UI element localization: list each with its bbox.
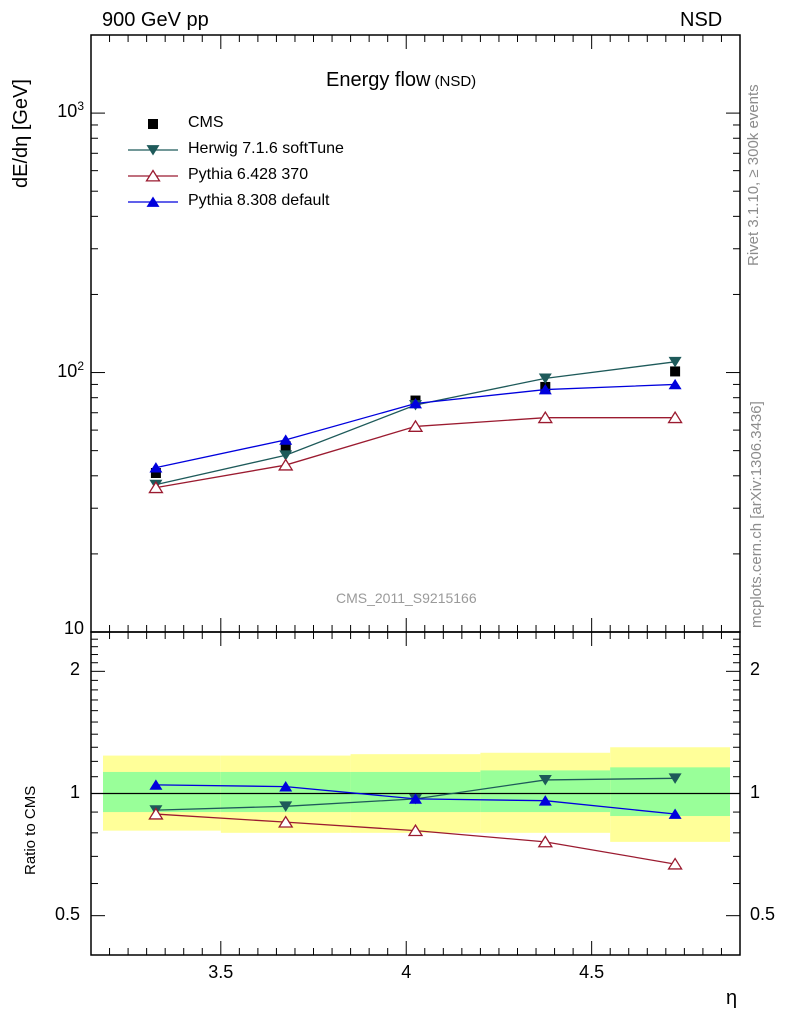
legend-entry-label: Pythia 8.308 default	[188, 192, 330, 209]
legend-entry-label: Herwig 7.1.6 softTune	[188, 140, 344, 157]
legend-marker-3	[146, 196, 160, 207]
ratio-series-point-0	[279, 801, 293, 812]
ratio-plot-frame	[90, 631, 741, 956]
main-series-point-0	[670, 366, 681, 377]
main-series-point-2	[537, 410, 553, 424]
main-series-point-3	[538, 384, 552, 395]
ratio-series-point-2	[149, 779, 163, 790]
ratio-series-point-1	[148, 807, 164, 820]
mcplots-reference-label: mcplots.cern.ch [arXiv:1306.3436]	[748, 401, 765, 628]
ratio-series-point-1	[407, 823, 424, 837]
legend-marker-1	[146, 145, 160, 156]
ratio-band-green	[103, 771, 221, 813]
main-series-point-2	[407, 419, 424, 432]
main-series-point-2	[667, 410, 683, 424]
main-series-point-2	[148, 480, 164, 494]
main-series-point-1	[668, 356, 682, 368]
main-series-point-2	[278, 458, 294, 471]
ratio-series-point-1	[537, 835, 553, 848]
main-series-point-3	[409, 397, 422, 409]
legend-marker-2	[145, 169, 161, 182]
main-series-layer	[148, 356, 683, 494]
x-tick-label: 4	[401, 962, 412, 982]
legend-entry-label: Pythia 6.428 370	[188, 166, 309, 183]
plot-watermark: CMS_2011_S9215166	[336, 590, 477, 606]
chart-title-suffix: (NSD)	[434, 73, 477, 90]
main-y-axis-label: dE/dη [GeV]	[10, 79, 32, 188]
header-right-label: NSD	[680, 9, 723, 31]
ratio-y-tick-label-right: 2	[750, 659, 761, 680]
ratio-series-point-2	[668, 808, 682, 819]
ratio-y-tick-label: 0.5	[54, 903, 80, 924]
ratio-y-tick-label: 2	[69, 659, 80, 680]
ratio-series-point-2	[538, 795, 552, 806]
x-tick-label: 4.5	[579, 962, 605, 982]
main-series-point-3	[279, 434, 293, 445]
main-series-point-1	[279, 450, 293, 461]
header-left-label: 900 GeV pp	[102, 9, 209, 31]
main-series-point-1	[538, 373, 552, 384]
chart-title: Energy flow (NSD)	[326, 69, 476, 92]
ratio-series-point-2	[279, 781, 293, 792]
ratio-series-point-1	[278, 815, 294, 828]
chart-title-main: Energy flow	[326, 69, 431, 91]
main-series-point-3	[668, 378, 682, 390]
main-series-point-0	[150, 468, 161, 479]
legend-markers	[128, 119, 178, 207]
ratio-y-tick-label-right: 0.5	[750, 903, 776, 924]
x-tick-label: 3.5	[208, 962, 234, 982]
ratio-y-tick-label-right: 1	[750, 781, 761, 802]
ratio-series-point-0	[668, 773, 682, 784]
rivet-version-label: Rivet 3.1.10, ≥ 300k events	[745, 84, 762, 266]
ratio-y-axis-label: Ratio to CMS	[22, 785, 39, 875]
main-series-point-3	[149, 462, 163, 473]
main-y-tick-label: 102	[57, 358, 84, 381]
ratio-series-point-1	[667, 857, 683, 870]
main-y-tick-label: 10	[63, 618, 84, 638]
legend-marker-0	[148, 119, 158, 129]
main-series-point-0	[280, 441, 291, 452]
ratio-series-point-0	[538, 775, 552, 786]
ratio-y-tick-label: 1	[69, 781, 80, 802]
ratio-series-point-2	[409, 793, 422, 804]
x-axis-label: η	[726, 987, 738, 1009]
main-y-tick-label: 103	[57, 99, 84, 122]
ratio-series-layer	[148, 773, 683, 870]
legend-entry-label: CMS	[188, 114, 224, 131]
